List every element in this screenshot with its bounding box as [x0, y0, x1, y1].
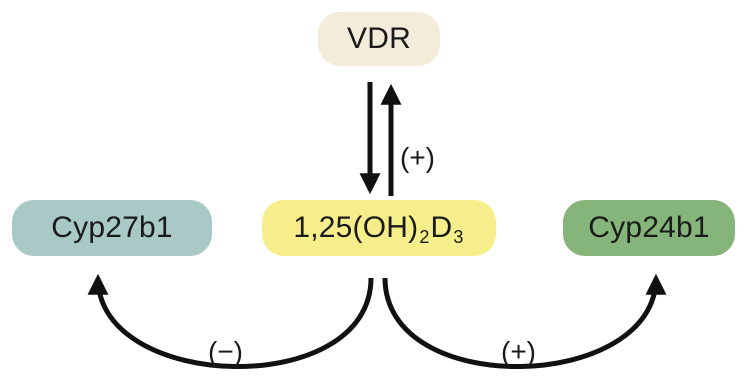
label-induction-cyp24b1: (+) [501, 336, 536, 367]
node-cyp27b1-label: Cyp27b1 [51, 211, 173, 244]
node-vdr: VDR [318, 12, 440, 66]
arrow-center-to-cyp24b1 [382, 273, 667, 369]
node-calcitriol-subscript-2: 2 [419, 226, 430, 247]
node-cyp24b1-label: Cyp24b1 [588, 211, 710, 244]
node-calcitriol-main: 1,25(OH) [293, 211, 419, 244]
node-cyp27b1: Cyp27b1 [12, 200, 212, 256]
label-upregulation-vdr: (+) [400, 142, 435, 173]
node-cyp24b1: Cyp24b1 [563, 200, 735, 256]
node-vdr-label: VDR [347, 22, 411, 55]
arrow-center-to-cyp27b1 [87, 273, 374, 369]
node-calcitriol-d: D [430, 211, 453, 244]
node-calcitriol-subscript-3: 3 [453, 226, 464, 247]
label-inhibition-cyp27b1: (−) [208, 336, 243, 367]
node-calcitriol: 1,25(OH) 2 D 3 [262, 200, 496, 256]
